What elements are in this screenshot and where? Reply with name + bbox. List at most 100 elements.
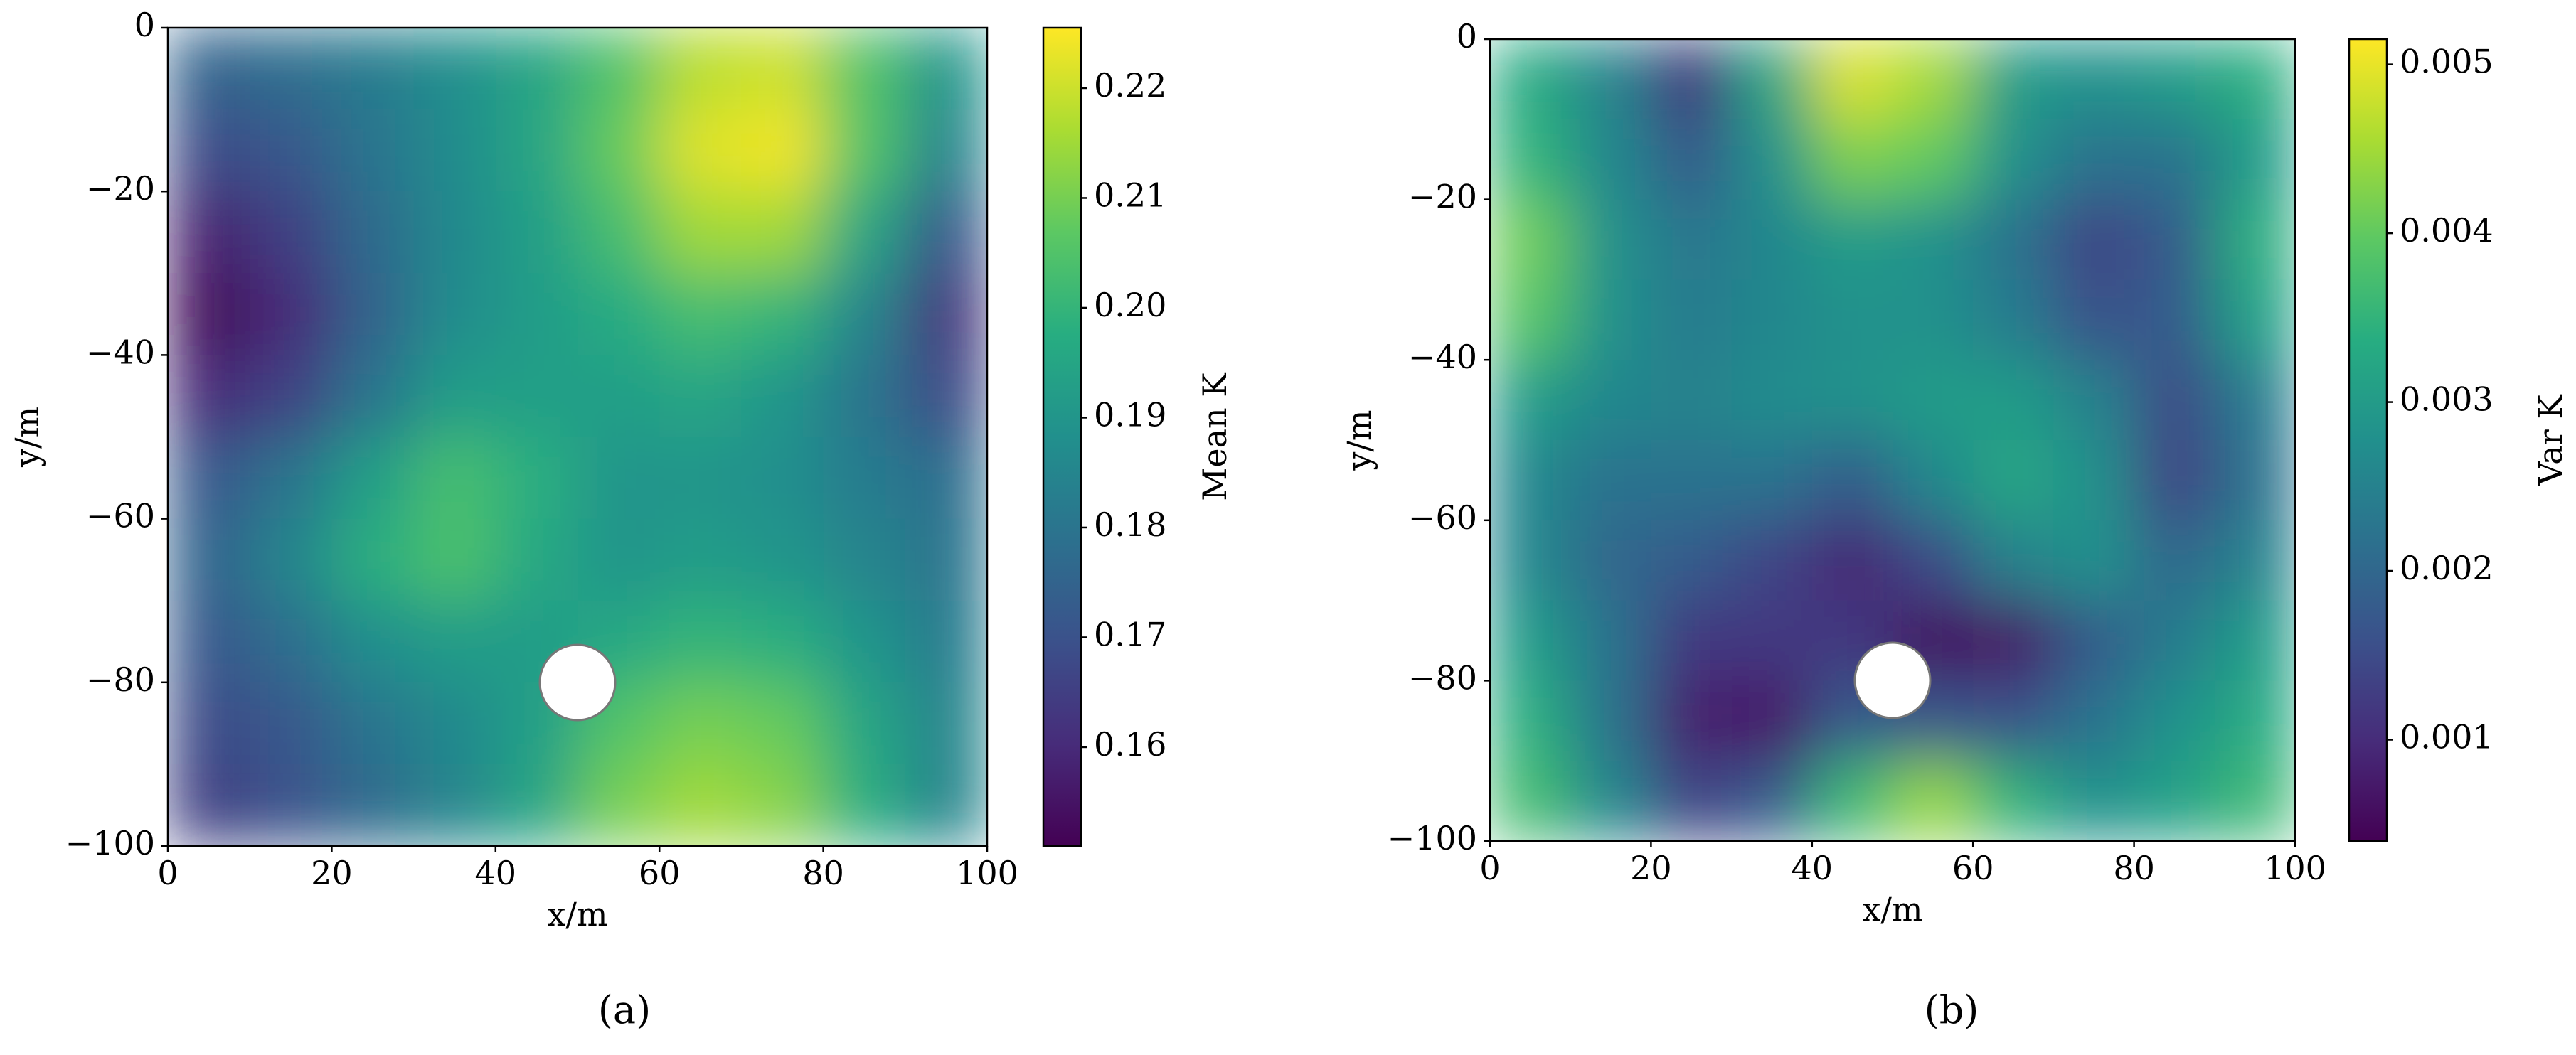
heatmap-cell [2134,761,2215,841]
heatmap-cell [823,273,906,355]
heatmap-cell [331,109,415,192]
y-tick-label: 0 [1457,17,1477,55]
heatmap-cell [659,28,742,110]
heatmap-cell [168,273,250,355]
heatmap-cell [2214,761,2295,841]
heatmap-cell [2053,39,2135,120]
heatmap-cell [1731,761,1813,841]
heatmap-cell [659,518,742,601]
heatmap-cell [2134,600,2215,681]
well-marker [1853,641,1932,719]
heatmap-cell [2134,360,2215,441]
y-tick-label: −100 [1388,819,1477,857]
heatmap-cell [250,518,332,601]
heatmap-cell [741,682,824,765]
x-tick-label: 0 [1479,849,1500,887]
x-tick-label: 100 [2264,849,2326,887]
heatmap-cell [741,518,824,601]
heatmap-cell [1731,440,1813,521]
heatmap-cell [168,437,250,520]
axes-layer: 0 20 40 60 80 100 0 −20 −40 −60 −80 −100 x/m y/m 0.16 0… [8,6,2570,1032]
colorbar-tick-label: 0.001 [2400,718,2493,756]
heatmap-cell [250,28,332,110]
heatmap-cell [1731,600,1813,681]
colorbar-tick-label: 0.005 [2400,43,2493,81]
colorbar-tick-label: 0.20 [1094,286,1166,324]
heatmap-cell [1570,39,1651,120]
y-tick-label: −100 [65,824,155,862]
y-tick-label: −80 [86,660,155,699]
x-tick-label: 40 [1792,849,1833,887]
heatmap-cell [578,437,660,520]
heatmap-cell [1811,119,1893,200]
y-tick-label: −20 [86,169,155,208]
heatmap-cell [1490,39,1571,120]
y-tick-label: −80 [1408,658,1477,697]
heatmap-cell [823,764,906,846]
heatmap-cell [168,600,250,683]
x-tick-label: 40 [475,854,517,892]
heatmap-cell [2134,199,2215,280]
heatmap-cell [659,109,742,192]
heatmap-cell [1570,279,1651,360]
heatmap-cell [413,682,496,765]
heatmap-cell [1570,199,1651,280]
heatmap-cell [1811,520,1893,601]
heatmap-cell [1811,761,1893,841]
heatmap-cell [1893,199,1974,280]
heatmap-cell [1490,761,1571,841]
colorbar [1042,26,1082,847]
heatmap-cell [1651,279,1733,360]
heatmap-cell [1893,39,1974,120]
colorbar-tick-label: 0.18 [1094,505,1166,544]
heatmap-cell [331,764,415,846]
heatmap-cell [1570,600,1651,681]
heatmap-cell [823,518,906,601]
colorbar-tick-label: 0.002 [2400,549,2493,587]
x-axis-label: x/m [547,895,607,933]
heatmap-cell [823,600,906,683]
y-tick-label: −60 [86,497,155,535]
heatmap-cell [823,109,906,192]
heatmap-cell [331,28,415,110]
heatmap-cell [413,764,496,846]
heatmap-cells [168,28,987,846]
heatmap-cell [741,191,824,274]
heatmap-cell [741,600,824,683]
heatmap-cell [413,273,496,355]
heatmap-cell [250,437,332,520]
panel-caption: (a) [598,987,651,1032]
heatmap-cell [331,191,415,274]
heatmap-cell [1731,119,1813,200]
heatmap-cell [413,28,496,110]
heatmap-cell [168,355,250,437]
colorbar-tick-label: 0.003 [2400,380,2493,419]
heatmap-cell [578,518,660,601]
heatmap-cell [1893,761,1974,841]
heatmap-cell [2134,279,2215,360]
heatmap-cell [2214,440,2295,521]
colorbar-tick-label: 0.22 [1094,66,1166,105]
heatmap-cell [823,28,906,110]
heatmap-cell [659,682,742,765]
heatmap-cell [1490,680,1571,761]
heatmap-cell [2134,680,2215,761]
heatmap-cell [1811,199,1893,280]
colorbar-tick-label: 0.004 [2400,211,2493,250]
heatmap-cell [1570,440,1651,521]
heatmap-cell [495,273,578,355]
heatmap-cell [1651,199,1733,280]
colorbar-label: Var K [2531,394,2570,486]
x-axis-label: x/m [1862,890,1922,928]
heatmap-cell [495,28,578,110]
heatmap-cell [331,682,415,765]
heatmap-cell [2214,119,2295,200]
y-tick-label: −40 [86,333,155,371]
heatmap-cell [2214,279,2295,360]
heatmap-cell [250,600,332,683]
heatmap-cell [823,437,906,520]
heatmap-cell [659,600,742,683]
heatmap-cell [413,355,496,437]
heatmap-cell [1490,600,1571,681]
